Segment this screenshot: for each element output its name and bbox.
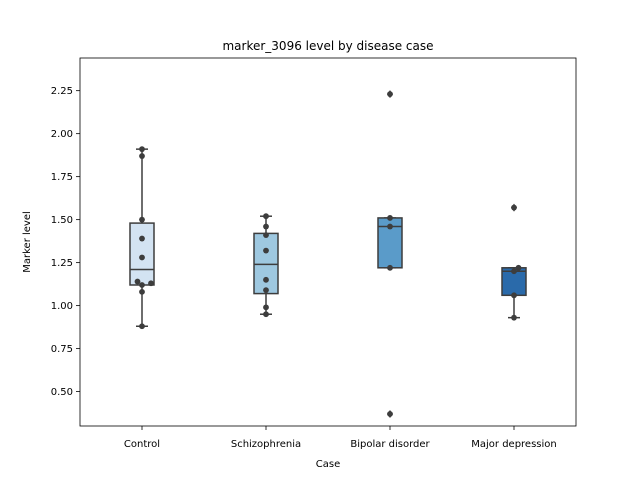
boxes bbox=[129, 90, 527, 418]
data-point bbox=[387, 91, 393, 98]
data-point bbox=[148, 280, 154, 287]
data-point bbox=[263, 223, 269, 230]
data-point bbox=[263, 213, 269, 220]
data-point bbox=[263, 287, 269, 294]
chart-title: marker_3096 level by disease case bbox=[222, 39, 433, 53]
data-point bbox=[387, 264, 393, 271]
data-point bbox=[511, 204, 517, 211]
data-point bbox=[139, 216, 145, 223]
y-axis-label: Marker level bbox=[22, 211, 33, 273]
data-point bbox=[263, 304, 269, 311]
data-point bbox=[387, 223, 393, 230]
data-point bbox=[139, 153, 145, 159]
y-tick-label: 1.00 bbox=[51, 301, 73, 312]
x-axis: Control Schizophrenia Bipolar disorder Majo… bbox=[124, 426, 557, 450]
y-tick-label: 2.25 bbox=[51, 86, 73, 97]
data-point bbox=[263, 247, 269, 254]
data-point bbox=[511, 268, 517, 275]
data-point bbox=[511, 314, 517, 321]
data-point bbox=[134, 278, 141, 285]
y-tick-label: 2.00 bbox=[51, 129, 73, 140]
y-tick-label: 1.25 bbox=[51, 258, 73, 269]
data-point bbox=[263, 311, 269, 318]
box-iqr bbox=[129, 222, 155, 286]
data-point bbox=[139, 235, 145, 242]
box-1 bbox=[129, 148, 155, 328]
data-point bbox=[263, 276, 269, 283]
data-point bbox=[139, 323, 145, 330]
x-axis-label: Case bbox=[316, 459, 340, 470]
data-point bbox=[263, 232, 269, 239]
x-tick-label: Control bbox=[124, 439, 160, 450]
data-point bbox=[511, 292, 517, 299]
y-tick-label: 1.50 bbox=[51, 215, 73, 226]
data-point bbox=[139, 282, 145, 288]
box-3 bbox=[377, 90, 403, 418]
data-point bbox=[515, 264, 522, 271]
x-tick-label: Major depression bbox=[471, 439, 557, 450]
box-iqr bbox=[253, 232, 279, 295]
x-tick-label: Bipolar disorder bbox=[350, 439, 430, 450]
box-4 bbox=[501, 203, 527, 319]
y-axis: 0.50 0.75 1.00 1.25 1.50 1.75 2.00 2.25 bbox=[51, 86, 80, 398]
data-point bbox=[387, 215, 393, 221]
x-tick-label: Schizophrenia bbox=[231, 439, 301, 450]
box-2 bbox=[253, 215, 279, 315]
data-point bbox=[139, 146, 145, 153]
data-points bbox=[134, 91, 522, 417]
data-point bbox=[139, 288, 145, 295]
data-point bbox=[139, 254, 145, 261]
data-point bbox=[387, 411, 393, 417]
y-tick-label: 0.50 bbox=[51, 387, 73, 398]
y-tick-label: 0.75 bbox=[51, 344, 73, 355]
y-tick-label: 1.75 bbox=[51, 172, 73, 183]
plot-frame bbox=[79, 57, 577, 427]
